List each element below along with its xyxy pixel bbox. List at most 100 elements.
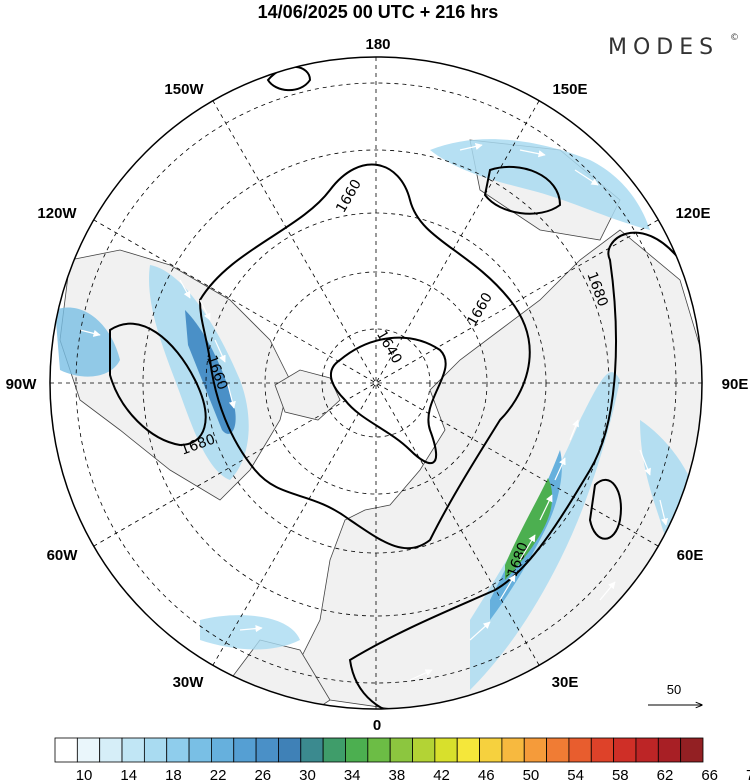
colorbar: 10 14 18 22 26 30 34 38 42 46 50 54 58 62 66 70 <box>54 737 750 782</box>
colorbar-tick-label: 14 <box>120 767 137 782</box>
wind-vector <box>239 625 263 633</box>
colorbar-swatch <box>188 737 212 763</box>
jet-streak-west <box>55 307 120 377</box>
contour-1680-pacific <box>483 165 562 215</box>
reference-vector-value: 50 <box>667 682 681 697</box>
colorbar-swatch <box>546 737 570 763</box>
lon-label-60w: 60W <box>47 547 79 564</box>
wind-vector <box>409 669 433 681</box>
lon-label-150e: 150E <box>552 81 587 98</box>
lon-label-60e: 60E <box>677 547 704 564</box>
jet-streak-pacific <box>430 139 650 230</box>
colorbar-tick-label: 18 <box>165 767 182 782</box>
colorbar-tick-label: 26 <box>254 767 271 782</box>
colorbar-swatch <box>300 737 324 763</box>
colorbar-tick-label: 38 <box>389 767 406 782</box>
lon-label-90w: 90W <box>6 376 38 393</box>
longitude-labels: 180 150E 120E 90E 60E 30E 0 30W 60W 90W … <box>6 36 749 734</box>
brand-name: MODES <box>608 35 719 60</box>
wind-vector <box>569 419 579 441</box>
colorbar-swatch <box>345 737 369 763</box>
contour-1680-west <box>109 322 207 447</box>
colorbar-swatch <box>523 737 547 763</box>
colorbar-swatch <box>233 737 257 763</box>
colorbar-swatch <box>680 737 704 763</box>
colorbar-swatch <box>322 737 346 763</box>
wind-vector <box>554 457 566 481</box>
lon-label-150w: 150W <box>164 81 204 98</box>
wind-vector <box>659 499 668 526</box>
reference-vector: 50 <box>648 682 702 705</box>
colorbar-tick-label: 46 <box>478 767 495 782</box>
colorbar-swatch <box>657 737 682 763</box>
wind-vector <box>199 299 211 321</box>
colorbar-swatch <box>211 737 235 763</box>
contour-1660-north <box>198 163 531 550</box>
colorbar-swatch <box>434 737 458 763</box>
wind-vectors <box>79 142 668 681</box>
colorbar-boxes <box>54 737 704 763</box>
lon-label-120e: 120E <box>675 205 710 222</box>
jet-streak-america-core <box>185 310 236 434</box>
colorbar-tick-label: 34 <box>344 767 361 782</box>
colorbar-swatch <box>501 737 525 763</box>
colorbar-tick-label: 50 <box>523 767 540 782</box>
map-title: 14/06/2025 00 UTC + 216 hrs <box>258 2 499 22</box>
wind-vector <box>639 449 651 476</box>
colorbar-swatch <box>121 737 145 763</box>
contour-1640 <box>330 336 447 465</box>
colorbar-swatch <box>590 737 615 763</box>
wind-vector <box>519 534 536 561</box>
wind-vector <box>539 494 553 521</box>
lon-label-180: 180 <box>365 36 390 53</box>
wind-vector <box>599 581 616 601</box>
colorbar-swatch <box>255 737 279 763</box>
greenland-land <box>274 369 341 421</box>
lon-label-120w: 120W <box>37 205 77 222</box>
colorbar-tick-label: 70 <box>746 767 750 782</box>
polar-disk: 1640 1660 1660 1660 1680 1680 1680 <box>50 57 702 709</box>
colorbar-swatch <box>367 737 391 763</box>
colorbar-tick-label: 10 <box>76 767 93 782</box>
lon-label-30w: 30W <box>173 674 205 691</box>
wind-vector <box>519 149 546 158</box>
map-border <box>49 56 703 710</box>
graticule <box>50 57 702 709</box>
colorbar-tick-label: 30 <box>299 767 316 782</box>
colorbar-tick-label: 62 <box>657 767 674 782</box>
colorbar-tick-label: 58 <box>612 767 629 782</box>
colorbar-swatch <box>278 737 302 763</box>
wind-vector <box>499 574 516 601</box>
colorbar-swatch <box>568 737 592 763</box>
lon-label-90e: 90E <box>722 376 749 393</box>
colorbar-tick-label: 22 <box>210 767 227 782</box>
colorbar-swatch <box>479 737 503 763</box>
colorbar-swatch <box>456 737 480 763</box>
colorbar-swatch <box>635 737 659 763</box>
colorbar-swatch <box>166 737 190 763</box>
colorbar-swatch <box>99 737 123 763</box>
colorbar-swatch <box>389 737 413 763</box>
jet-streak-atlantic <box>200 615 300 650</box>
wind-vector <box>574 169 599 186</box>
colorbar-swatch <box>412 737 436 763</box>
brand-mark: © <box>730 33 739 43</box>
wind-vector <box>179 279 191 299</box>
jet-streak-eurasia-outer <box>470 372 620 690</box>
colorbar-swatch <box>76 737 101 763</box>
lon-label-30e: 30E <box>552 674 579 691</box>
wind-vector <box>227 384 236 409</box>
wind-vector <box>469 621 491 641</box>
wind-vector <box>79 329 101 337</box>
colorbar-swatch <box>54 737 78 763</box>
colorbar-tick-label: 54 <box>567 767 584 782</box>
contour-1680-east <box>588 478 622 540</box>
latitude-circle <box>142 149 610 617</box>
jet-streak-eurasia-core <box>505 478 553 580</box>
colorbar-swatch <box>613 737 637 763</box>
wind-vector <box>214 339 226 363</box>
lon-label-0: 0 <box>373 717 381 734</box>
wind-vector <box>459 142 483 151</box>
latitude-circle <box>264 271 488 495</box>
